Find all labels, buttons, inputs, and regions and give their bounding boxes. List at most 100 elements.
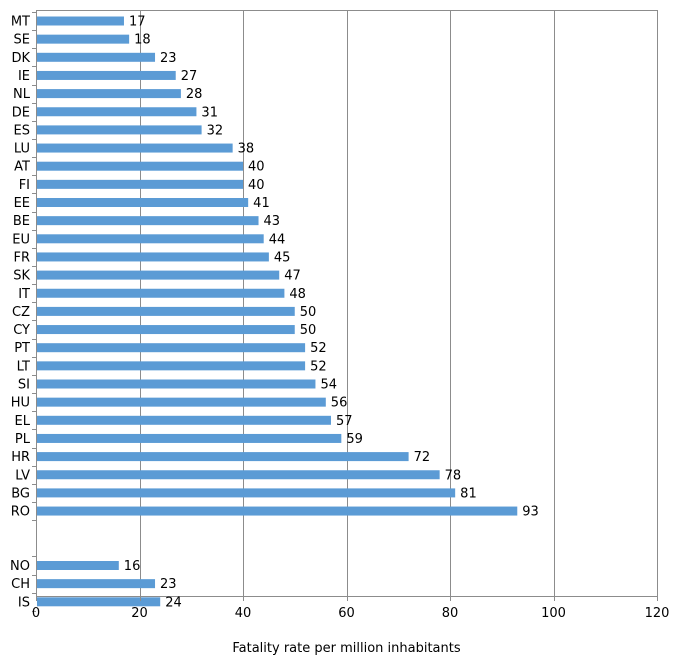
value-label-lt: 52 [310,359,327,374]
category-label-sk: SK [13,269,30,284]
value-label-ro: 93 [522,505,539,520]
category-label-lt: LT [17,359,30,374]
value-label-pt: 52 [310,341,327,356]
value-label-hr: 72 [414,450,431,465]
category-label-nl: NL [13,87,31,102]
category-label-lv: LV [15,468,30,483]
x-tick-label: 0 [32,606,40,621]
bar-de [37,107,197,117]
bar-be [37,216,259,226]
bar-is [37,597,161,607]
value-label-ee: 41 [253,196,270,211]
value-labels: 17 18 23 27 28 31 32 38 40 40 41 43 44 45 47 48 50 50 52 52… [124,15,539,611]
category-label-mt: MT [11,15,30,30]
x-axis-title: Fatality rate per million inhabitants [232,641,460,656]
value-label-el: 57 [336,414,353,429]
value-label-fr: 45 [274,250,291,265]
value-label-pl: 59 [346,432,363,447]
category-label-se: SE [14,33,30,48]
bar-nl [37,89,181,99]
category-label-si: SI [18,378,30,393]
x-tick-label: 60 [338,606,355,621]
category-label-at: AT [14,160,30,175]
category-label-fr: FR [13,250,30,265]
bar-fi [37,179,243,189]
bar-fr [37,252,269,262]
category-label-el: EL [15,414,31,429]
value-label-ie: 27 [181,69,198,84]
bar-ro [37,506,518,516]
value-label-bg: 81 [460,486,477,501]
category-label-de: DE [12,105,30,120]
bar-hu [37,397,326,407]
category-label-lu: LU [14,142,30,157]
bar-ch [37,579,156,589]
x-tick-labels: 0 20 40 60 80 100 120 [32,606,670,621]
value-label-de: 31 [201,105,218,120]
category-label-cz: CZ [12,305,30,320]
value-label-mt: 17 [129,15,146,30]
value-label-at: 40 [248,160,265,175]
bar-el [37,415,331,425]
category-label-ro: RO [11,505,30,520]
category-label-hu: HU [11,396,30,411]
category-label-ee: EE [14,196,30,211]
category-label-no: NO [10,559,30,574]
gridlines [36,10,658,596]
x-tick-label: 20 [131,606,148,621]
category-label-it: IT [18,287,30,302]
value-label-sk: 47 [284,269,301,284]
bar-it [37,288,285,298]
value-label-se: 18 [134,33,151,48]
category-label-fi: FI [19,178,30,193]
bar-hr [37,452,409,462]
bar-mt [37,16,124,26]
bar-ee [37,198,249,207]
x-tick-label: 80 [442,606,459,621]
value-label-no: 16 [124,559,141,574]
bar-si [37,379,316,389]
bar-dk [37,52,156,62]
x-tick-label: 100 [541,606,566,621]
bar-cz [37,306,295,316]
value-label-lv: 78 [445,468,462,483]
bar-no [37,561,119,570]
bar-sk [37,270,280,280]
bar-lt [37,361,306,371]
category-label-ie: IE [18,69,30,84]
bar-ie [37,70,176,80]
value-label-it: 48 [289,287,306,302]
value-label-is: 24 [165,595,182,610]
bars [37,16,518,607]
value-label-be: 43 [264,214,281,229]
bar-lu [37,143,233,153]
value-label-cz: 50 [300,305,317,320]
category-label-dk: DK [11,51,30,66]
value-label-eu: 44 [269,232,286,247]
bar-es [37,125,202,135]
x-tick-label: 40 [235,606,252,621]
category-label-be: BE [13,214,30,229]
value-label-lu: 38 [238,142,255,157]
value-label-dk: 23 [160,51,177,66]
x-tick-label: 120 [645,606,670,621]
bar-lv [37,470,440,480]
category-labels: MT SE DK IE NL DE ES LU AT FI EE BE EU FR SK IT CZ CY PT LT… [10,15,31,611]
value-label-fi: 40 [248,178,265,193]
value-label-cy: 50 [300,323,317,338]
bar-eu [37,234,264,244]
bar-at [37,161,243,171]
value-label-nl: 28 [186,87,203,102]
bar-bg [37,488,456,498]
category-label-bg: BG [11,486,30,501]
value-label-hu: 56 [331,396,348,411]
bar-se [37,34,130,44]
category-label-eu: EU [12,232,30,247]
category-label-hr: HR [11,450,30,465]
value-label-ch: 23 [160,577,177,592]
category-label-es: ES [14,123,30,138]
category-label-cy: CY [13,323,30,338]
bar-cy [37,325,295,335]
bar-pt [37,343,306,353]
bar-pl [37,433,342,443]
